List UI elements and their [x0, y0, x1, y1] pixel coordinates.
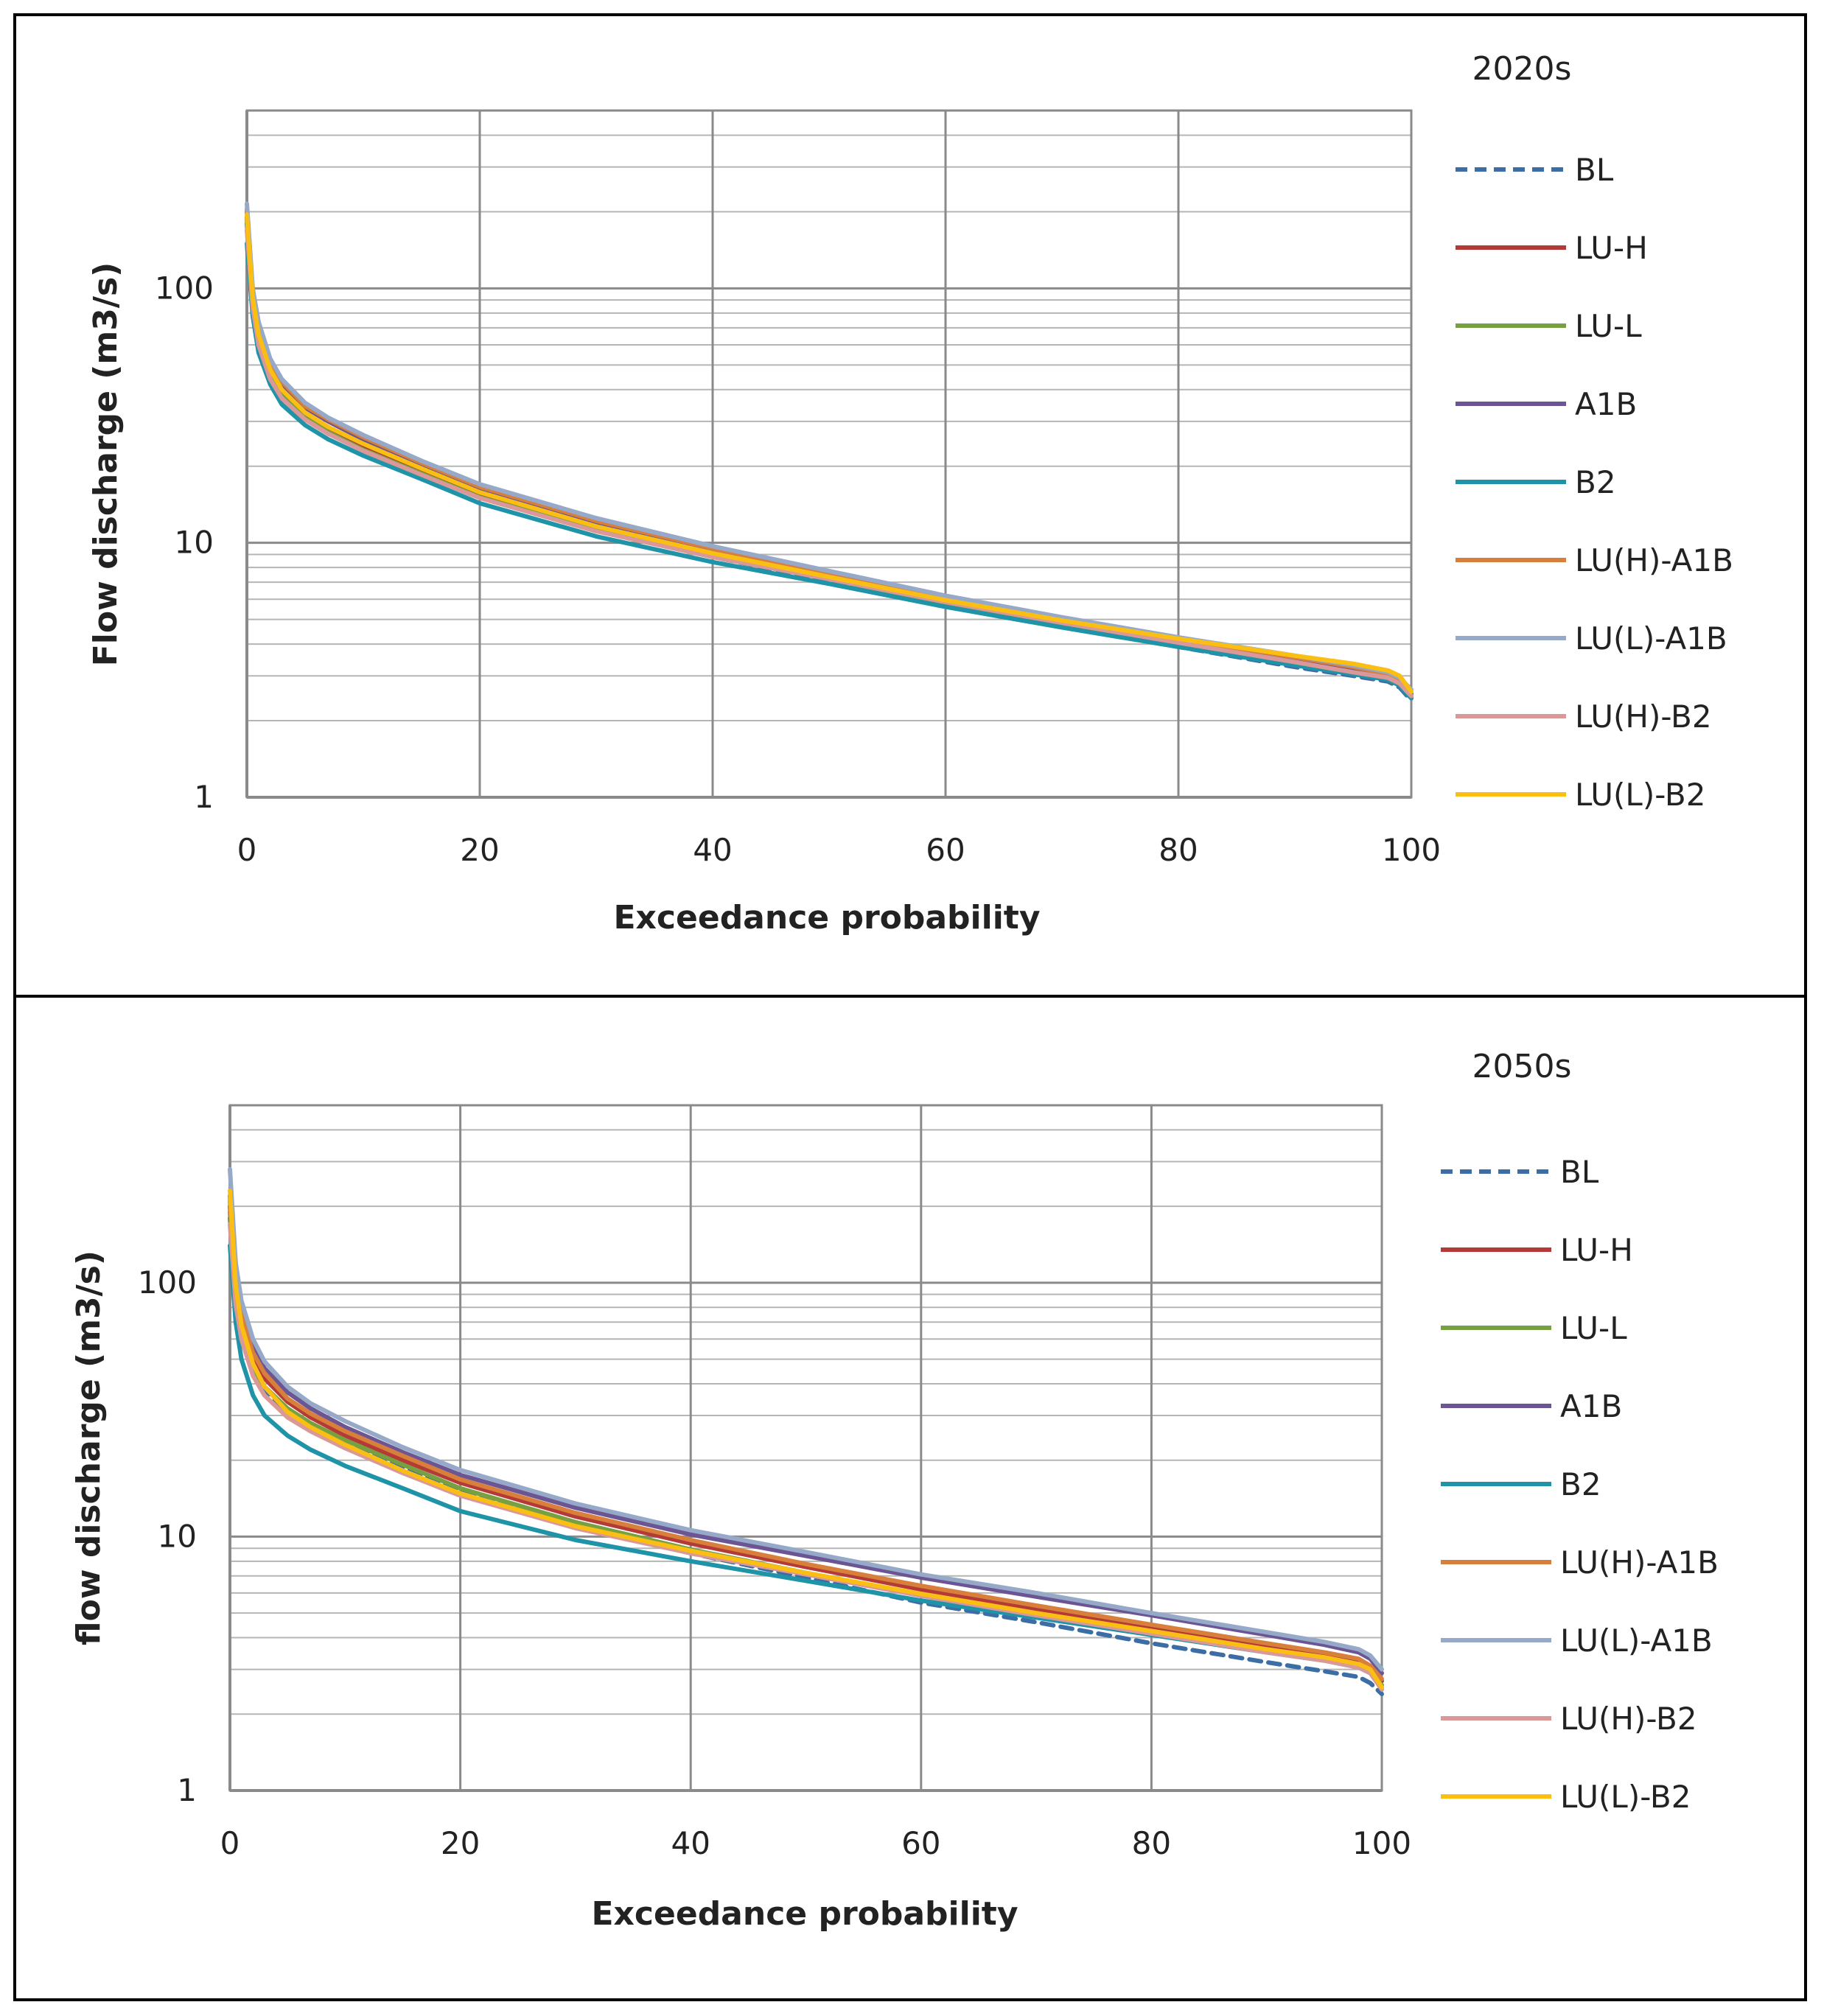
x-tick-label: 0	[237, 832, 257, 868]
x-tick-label: 100	[1352, 1825, 1411, 1861]
legend-item: LU(L)-A1B	[1456, 620, 1727, 657]
legend-item: A1B	[1456, 386, 1637, 422]
y-tick-labels: 1 10 100	[138, 1264, 197, 1808]
legend-item: LU(H)-B2	[1456, 699, 1712, 735]
panel-2050s-frame	[13, 995, 1807, 2001]
legend-item: LU-L	[1441, 1310, 1627, 1346]
x-tick-label: 40	[693, 832, 732, 868]
legend-label: LU-L	[1560, 1310, 1627, 1346]
x-tick-label: 60	[926, 832, 965, 868]
legend: BL LU-H LU-L A1B B2 LU(H)-A1B LU(L)-A1B …	[1456, 152, 1733, 813]
y-tick-label: 1	[177, 1772, 197, 1808]
x-tick-label: 60	[901, 1825, 940, 1861]
legend-label: LU(H)-A1B	[1560, 1544, 1719, 1581]
legend-label: B2	[1560, 1466, 1601, 1502]
x-tick-label: 20	[460, 832, 499, 868]
x-axis-title: Exceedance probability	[613, 899, 1040, 937]
series-line	[245, 241, 1414, 701]
legend-item: LU-H	[1441, 1232, 1633, 1268]
legend-label: LU(L)-A1B	[1560, 1623, 1713, 1659]
y-tick-label: 10	[158, 1518, 197, 1554]
legend-item: LU-H	[1456, 230, 1648, 266]
legend-item: LU-L	[1456, 308, 1642, 344]
chart-2050s: 2050s 1 10 100 0 20 40 60 80 100 Exceeda…	[70, 1048, 1719, 1933]
legend-item: B2	[1456, 464, 1616, 500]
legend-label: LU-L	[1575, 308, 1642, 344]
y-tick-label: 10	[175, 525, 214, 561]
y-tick-label: 1	[194, 779, 214, 815]
legend-item: LU(H)-B2	[1441, 1701, 1697, 1737]
legend: BL LU-H LU-L A1B B2 LU(H)-A1B LU(L)-A1B …	[1441, 1154, 1719, 1815]
series-lines	[245, 201, 1414, 703]
series-line	[228, 1193, 1384, 1676]
chart-2020s: 2020s 1 10 100 0 20 40 60 80 100 Exceeda…	[87, 50, 1733, 937]
x-tick-label: 20	[441, 1825, 480, 1861]
legend-item: BL	[1441, 1154, 1599, 1190]
chart-title: 2050s	[1472, 1048, 1572, 1085]
legend-item: LU(L)-A1B	[1441, 1623, 1713, 1659]
y-tick-labels: 1 10 100	[155, 270, 214, 815]
x-tick-label: 40	[671, 1825, 710, 1861]
legend-item: B2	[1441, 1466, 1601, 1502]
legend-label: LU-H	[1575, 230, 1648, 266]
x-tick-label: 0	[220, 1825, 240, 1861]
series-line	[245, 212, 1414, 694]
plot-frame	[228, 1104, 1383, 1792]
legend-item: LU(H)-A1B	[1456, 542, 1733, 578]
series-line	[228, 1198, 1384, 1681]
legend-label: LU(L)-A1B	[1575, 620, 1727, 657]
legend-label: A1B	[1575, 386, 1637, 422]
x-tick-label: 100	[1382, 832, 1441, 868]
y-tick-label: 100	[155, 270, 214, 306]
legend-item: A1B	[1441, 1388, 1622, 1424]
y-axis-title: Flow discharge (m3/s)	[87, 262, 125, 667]
y-axis-title: flow discharge (m3/s)	[70, 1250, 108, 1645]
series-line	[228, 1189, 1384, 1690]
legend-label: LU-H	[1560, 1232, 1633, 1268]
legend-label: A1B	[1560, 1388, 1622, 1424]
x-tick-labels: 0 20 40 60 80 100	[220, 1825, 1411, 1861]
x-axis-title: Exceedance probability	[591, 1895, 1018, 1933]
legend-label: BL	[1575, 152, 1614, 188]
series-lines	[228, 1166, 1384, 1696]
legend-label: LU(L)-B2	[1560, 1779, 1691, 1815]
legend-item: LU(H)-A1B	[1441, 1544, 1719, 1581]
legend-label: BL	[1560, 1154, 1599, 1190]
legend-label: LU(L)-B2	[1575, 777, 1705, 813]
legend-item: BL	[1456, 152, 1614, 188]
series-line	[245, 227, 1414, 699]
legend-label: LU(H)-B2	[1575, 699, 1712, 735]
legend-item: LU(L)-B2	[1441, 1779, 1691, 1815]
series-line	[228, 1166, 1384, 1672]
chart-title: 2020s	[1472, 50, 1572, 88]
x-tick-labels: 0 20 40 60 80 100	[237, 832, 1441, 868]
panel-2020s-frame	[13, 13, 1807, 998]
legend-label: LU(H)-A1B	[1575, 542, 1733, 578]
legend-label: B2	[1575, 464, 1616, 500]
x-tick-label: 80	[1159, 832, 1198, 868]
x-tick-label: 80	[1132, 1825, 1171, 1861]
legend-label: LU(H)-B2	[1560, 1701, 1697, 1737]
y-tick-label: 100	[138, 1264, 197, 1301]
legend-item: LU(L)-B2	[1456, 777, 1705, 813]
